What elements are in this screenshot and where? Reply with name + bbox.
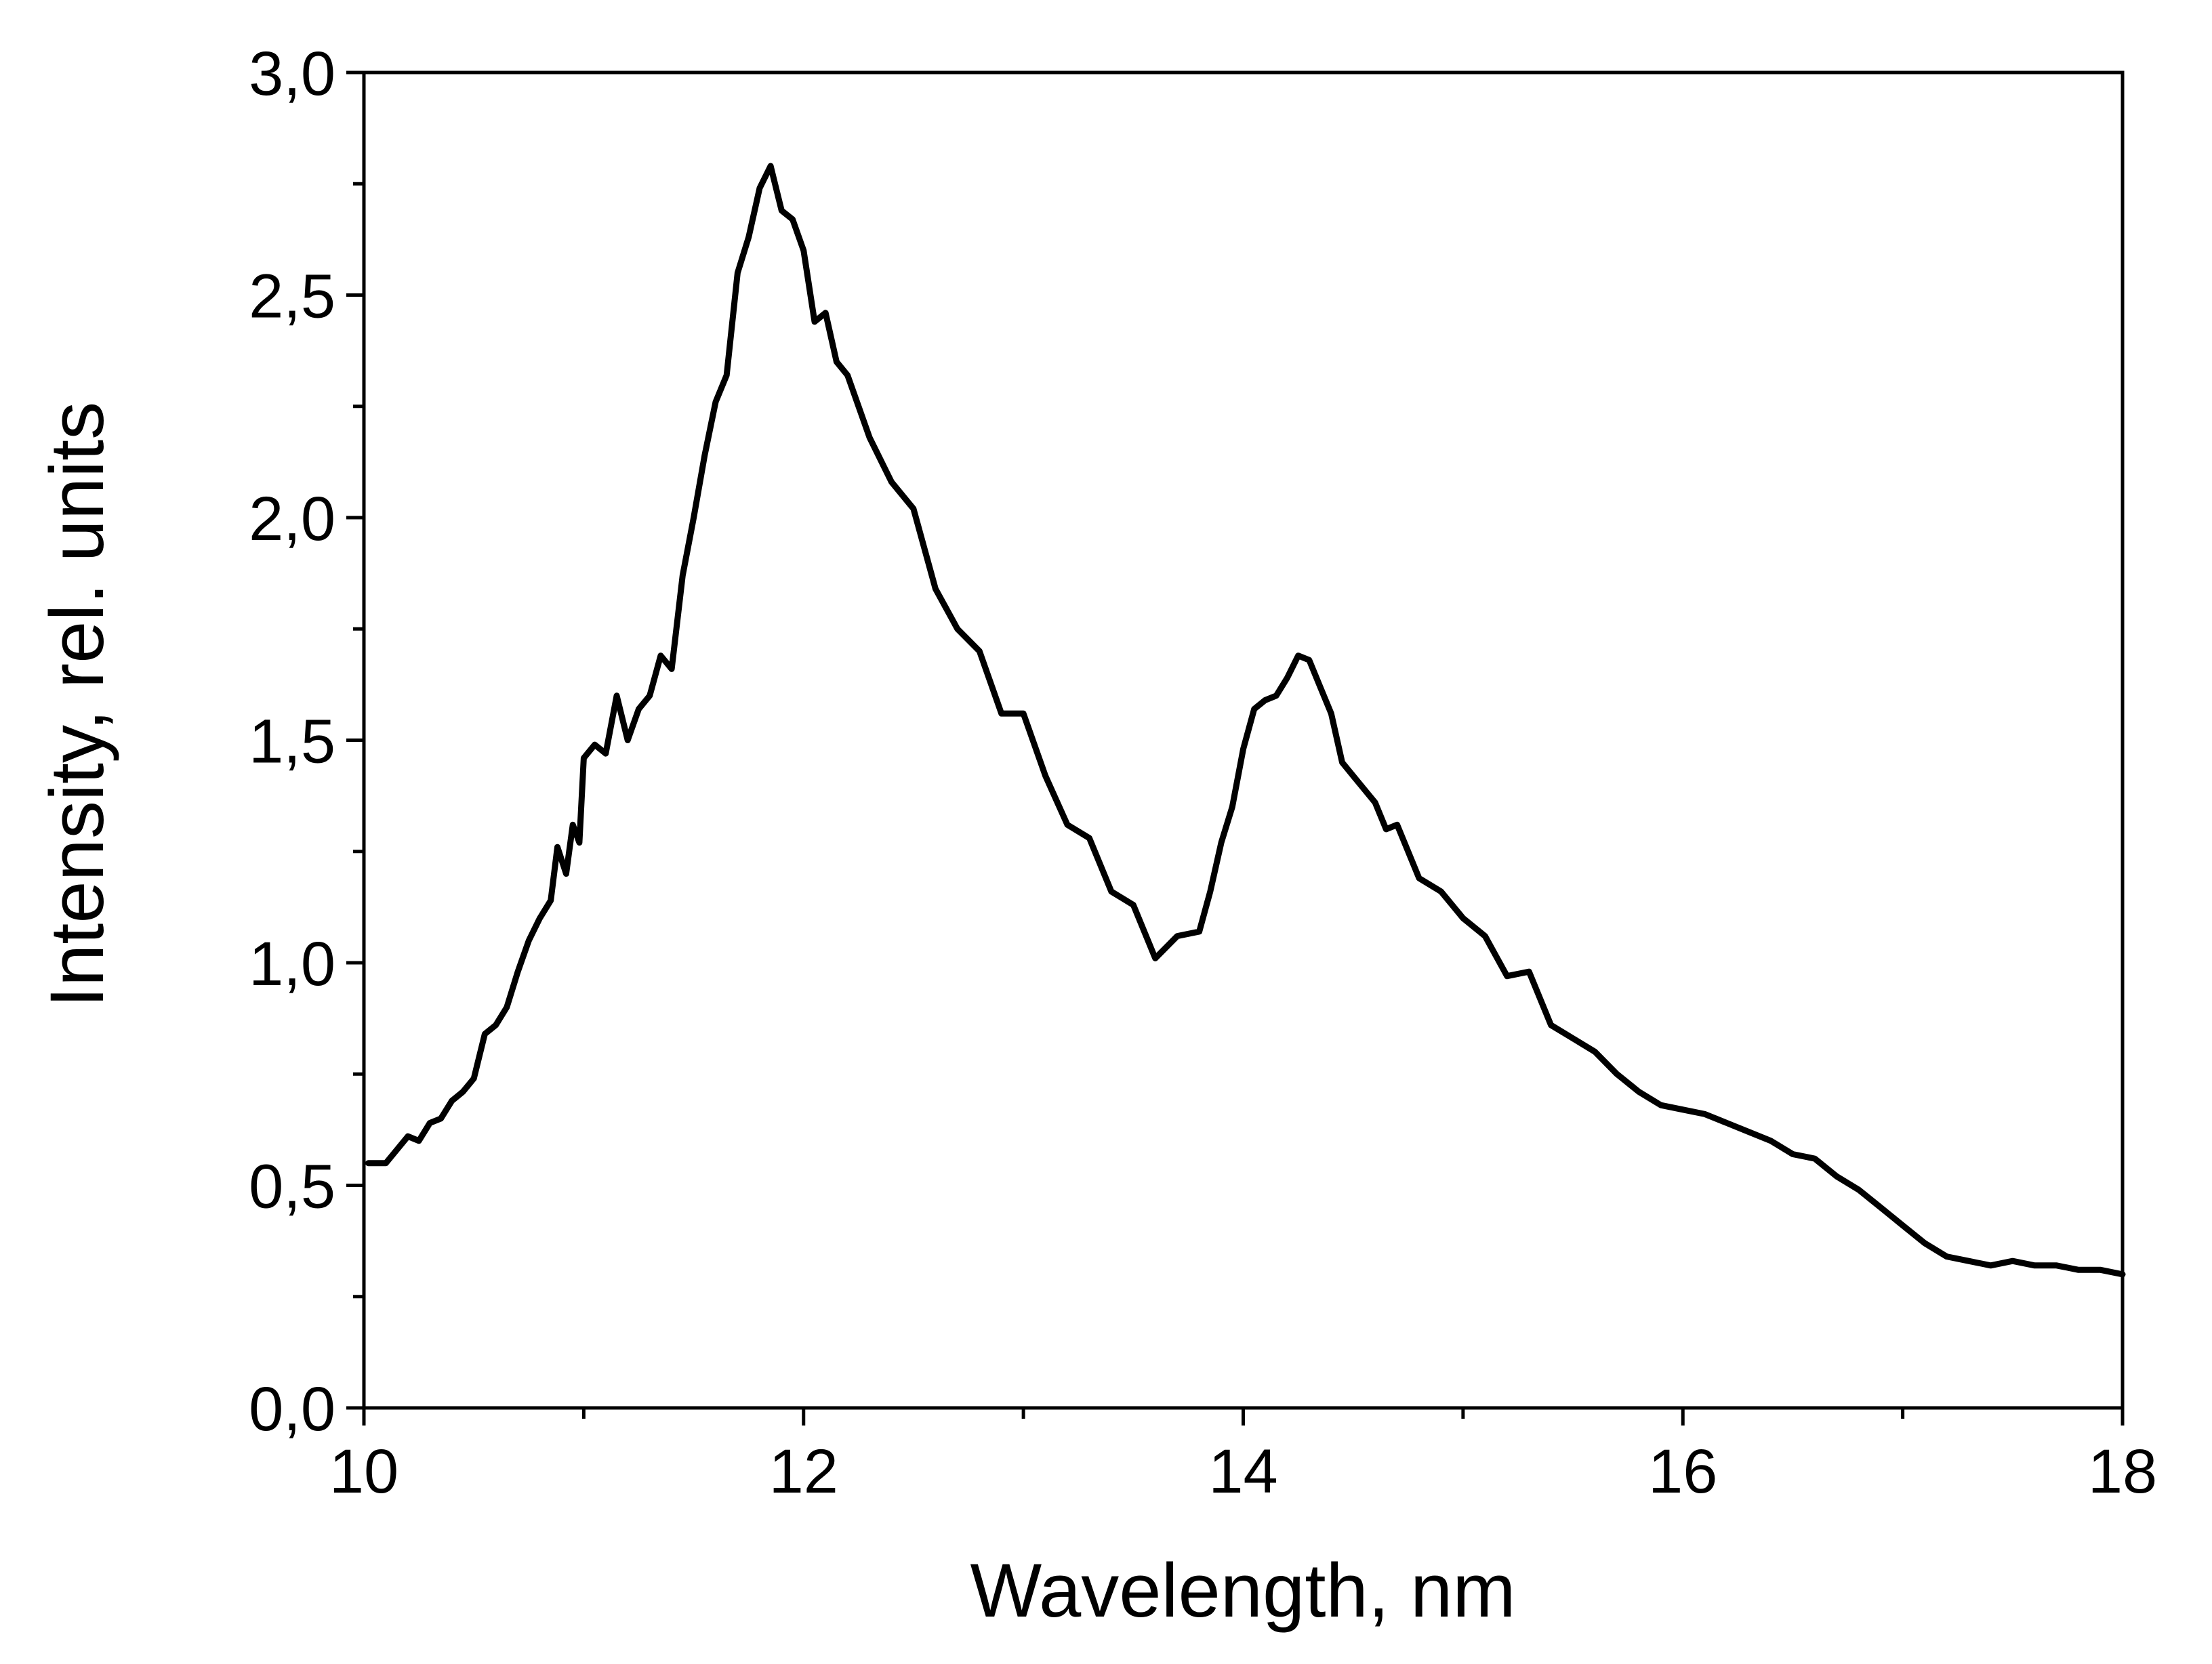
y-tick-label: 1,5 — [249, 707, 335, 776]
series-line — [365, 163, 2126, 1278]
x-tick-label: 16 — [1648, 1437, 1717, 1506]
y-tick-label: 2,5 — [249, 262, 335, 331]
y-ticks — [346, 70, 364, 1410]
y-tick-label: 0,0 — [249, 1375, 335, 1444]
y-tick-label: 0,5 — [249, 1152, 335, 1222]
x-ticks — [362, 1408, 2125, 1426]
x-tick-label: 10 — [329, 1437, 398, 1506]
y-axis-title: Intensity, rel. units — [35, 402, 119, 1007]
x-tick-label: 12 — [769, 1437, 838, 1506]
x-tick-label: 18 — [2088, 1437, 2157, 1506]
x-tick-labels: 10 12 14 16 18 — [329, 1437, 2157, 1506]
x-axis-title: Wavelength, nm — [970, 1548, 1515, 1633]
x-tick-label: 14 — [1208, 1437, 1277, 1506]
y-tick-label: 2,0 — [249, 484, 335, 554]
y-tick-label: 3,0 — [249, 39, 335, 108]
y-tick-labels: 0,0 0,5 1,0 1,5 2,0 2,5 3,0 — [249, 39, 335, 1444]
y-tick-label: 1,0 — [249, 930, 335, 999]
